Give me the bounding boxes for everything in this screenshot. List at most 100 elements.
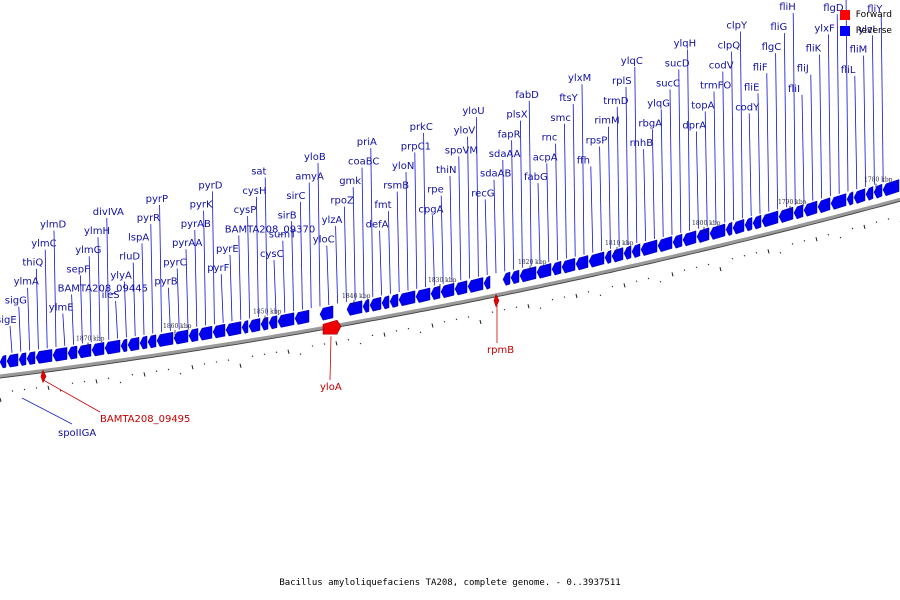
gene-label: pyrB xyxy=(154,277,177,288)
gene-label: ylmH xyxy=(84,226,110,237)
gene-leader xyxy=(370,148,374,298)
gene-label: fliG xyxy=(770,22,787,33)
reverse-gene-block xyxy=(454,280,468,296)
gene-leader xyxy=(273,260,277,315)
gene-leader xyxy=(71,294,74,345)
gene-leader xyxy=(97,237,101,342)
reverse-gene-block xyxy=(104,339,121,355)
gene-label: acpA xyxy=(533,152,558,163)
gene-leader xyxy=(150,224,154,334)
gene-leader xyxy=(722,71,726,223)
gene-label: pyrF xyxy=(207,263,229,274)
gene-leader xyxy=(713,91,717,225)
minor-tick xyxy=(11,390,14,392)
gene-label: cysH xyxy=(242,186,266,197)
reverse-gene-block xyxy=(865,186,874,201)
gene-leader xyxy=(652,129,655,239)
gene-label: pyrAA xyxy=(172,238,202,249)
reverse-gene-block xyxy=(52,347,68,362)
gene-leader xyxy=(696,131,699,229)
gene-label: flgC xyxy=(762,42,782,53)
gene-label: sigG xyxy=(5,296,27,307)
gene-label: smc xyxy=(550,113,570,124)
reverse-gene-block xyxy=(709,223,726,240)
reverse-gene-block xyxy=(346,300,363,316)
minor-tick xyxy=(323,343,326,345)
gene-leader xyxy=(414,152,418,289)
reverse-gene-block xyxy=(277,312,295,328)
gene-label: divIVA xyxy=(93,207,124,218)
gene-label: dprA xyxy=(682,121,706,132)
gene-label: fliH xyxy=(779,2,796,13)
reverse-gene-block xyxy=(268,315,278,330)
gene-label: ylmG xyxy=(75,245,101,256)
gene-label: defA xyxy=(366,220,389,231)
reverse-gene-block xyxy=(362,299,370,313)
gene-leader xyxy=(599,146,602,251)
reverse-gene-block xyxy=(212,323,226,339)
reverse-gene-block xyxy=(846,191,854,206)
gene-label: ylzI xyxy=(858,24,875,35)
gene-leader xyxy=(766,73,770,212)
minor-tick xyxy=(683,269,686,271)
gene-label: pyrD xyxy=(198,180,222,191)
reverse-gene-block xyxy=(696,227,710,243)
forward-gene-leader xyxy=(329,336,332,381)
minor-tick xyxy=(731,257,734,260)
gene-leader xyxy=(212,191,215,325)
minor-tick xyxy=(551,298,554,301)
gene-leader xyxy=(502,160,506,272)
gene-label: yloU xyxy=(462,106,484,117)
gene-leader xyxy=(484,199,488,276)
gene-leader xyxy=(352,187,356,301)
gene-label: codV xyxy=(709,61,734,72)
minor-tick xyxy=(275,351,278,354)
minor-tick xyxy=(815,237,818,242)
legend-reverse-swatch xyxy=(839,26,850,36)
gene-leader xyxy=(511,140,514,270)
gene-leader xyxy=(757,93,761,214)
gene-label: sirB xyxy=(278,210,297,221)
reverse-gene-block xyxy=(551,260,562,276)
gene-label: ylxF xyxy=(814,23,835,34)
gene-label: priA xyxy=(357,137,377,148)
tick-label: 1830 kbp xyxy=(428,277,457,284)
gene-leader xyxy=(256,196,259,318)
callout-gene-label: spoIIGA xyxy=(58,428,96,439)
gene-leader xyxy=(458,156,462,281)
gene-label: rnc xyxy=(542,133,558,144)
gene-label: lspA xyxy=(128,232,149,243)
gene-leader xyxy=(828,34,831,197)
minor-tick xyxy=(839,236,842,239)
minor-tick xyxy=(587,291,590,293)
reverse-gene-block xyxy=(415,287,431,303)
gene-leader xyxy=(660,109,664,237)
gene-label: prkC xyxy=(410,122,433,133)
reverse-gene-block xyxy=(173,329,189,345)
reverse-gene-block xyxy=(588,251,605,268)
gene-leader xyxy=(590,166,594,253)
minor-tick xyxy=(371,334,374,337)
gene-leader xyxy=(836,14,840,194)
gene-label: fmt xyxy=(374,200,391,211)
gene-leader xyxy=(229,254,233,322)
minor-tick xyxy=(539,307,542,310)
legend-forward-swatch xyxy=(839,10,850,20)
gene-leader xyxy=(810,74,814,201)
gene-leader xyxy=(247,216,250,319)
reverse-gene-block xyxy=(657,236,673,252)
minor-tick xyxy=(791,243,794,245)
minor-tick xyxy=(47,385,50,391)
gene-leader xyxy=(264,177,268,316)
minor-tick xyxy=(359,342,362,345)
minor-tick xyxy=(119,381,122,384)
reverse-gene-block xyxy=(536,263,552,279)
reverse-gene-block xyxy=(35,349,53,364)
gene-leader xyxy=(115,300,118,339)
reverse-gene-block xyxy=(778,206,794,223)
reverse-gene-block xyxy=(260,316,269,331)
gene-leader xyxy=(581,84,585,255)
reverse-gene-block xyxy=(623,245,632,260)
gene-leader xyxy=(801,94,805,203)
gene-label: cysP xyxy=(234,205,257,216)
